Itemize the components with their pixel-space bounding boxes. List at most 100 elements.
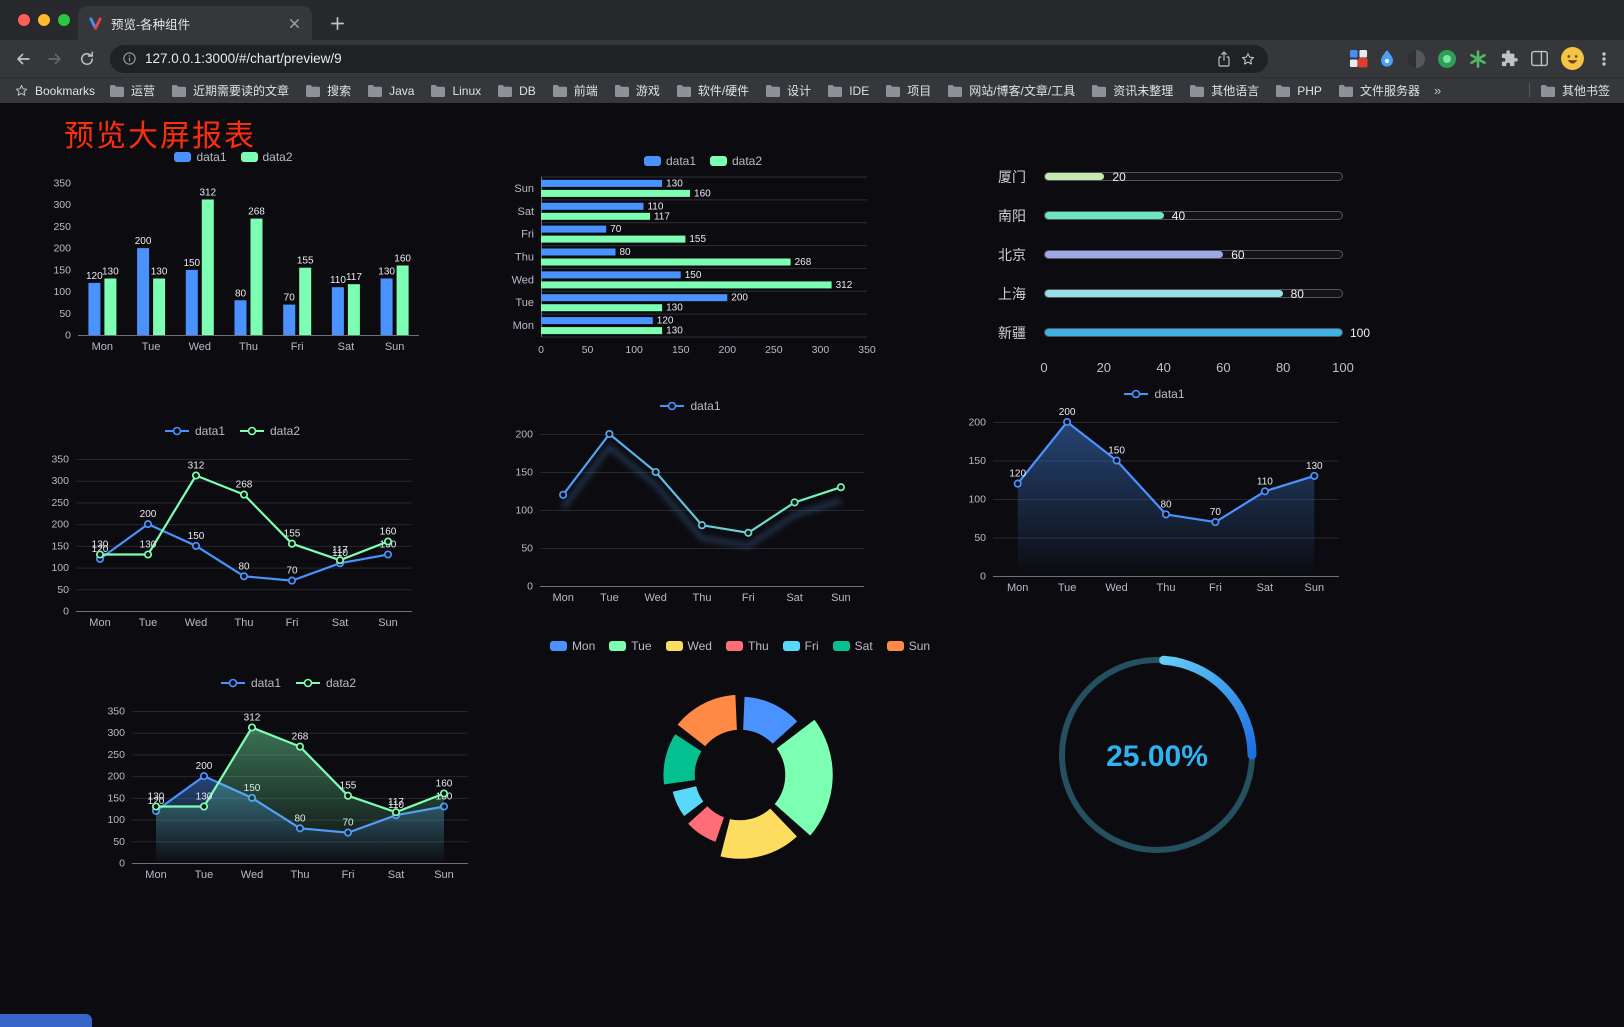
legend-marker [710,156,727,166]
bookmark-item[interactable]: 文件服务器 [1338,82,1420,99]
legend-label: Fri [804,639,819,653]
bookmark-label: 游戏 [635,84,660,98]
bookmark-item[interactable]: 设计 [765,82,811,99]
chart-legend: data1 data2 [36,421,428,441]
svg-text:160: 160 [394,254,411,265]
bookmark-item[interactable]: IDE [827,84,869,98]
svg-text:300: 300 [107,727,125,739]
bookmark-item[interactable]: 游戏 [614,82,660,99]
svg-text:130: 130 [92,540,109,551]
tab-close-icon[interactable] [287,16,302,31]
extension-translate-icon[interactable] [1349,49,1368,68]
legend-item[interactable]: data1 [164,424,225,438]
zoom-window-button[interactable] [58,14,70,26]
minimize-window-button[interactable] [38,14,50,26]
bookmark-item[interactable]: Linux [430,84,481,98]
side-panel-icon[interactable] [1530,50,1549,67]
new-tab-button[interactable] [324,10,350,36]
profile-avatar[interactable] [1560,46,1585,71]
legend-item[interactable]: data2 [240,150,293,164]
legend-item[interactable]: data1 [1123,387,1185,401]
bookmark-item[interactable]: DB [497,84,536,98]
bookmark-label: 项目 [907,84,932,98]
svg-text:110: 110 [647,201,663,212]
legend-item[interactable]: Fri [782,639,819,653]
svg-text:Thu: Thu [515,252,534,264]
svg-text:Thu: Thu [235,617,254,629]
bookmark-item[interactable]: 运营 [109,82,155,99]
legend-item[interactable]: Sun [886,639,930,653]
folder-icon [1276,84,1291,97]
bookmark-item[interactable]: 项目 [885,82,931,99]
legend-item[interactable]: data2 [710,154,762,168]
browser-tab[interactable]: 预览-各种组件 [78,6,312,40]
legend-item[interactable]: data1 [643,154,696,168]
legend-item[interactable]: data1 [659,399,721,413]
legend-item[interactable]: Tue [609,639,652,653]
bookmark-item[interactable]: Java [367,84,414,98]
legend-label: Thu [747,639,769,653]
address-bar[interactable]: 127.0.0.1:3000/#/chart/preview/9 [110,44,1268,73]
page-info-icon[interactable] [122,51,137,66]
svg-text:100: 100 [51,562,69,574]
legend-item[interactable]: Wed [665,639,712,653]
progress-track: 40 [1044,209,1343,223]
bookmark-label: DB [519,83,536,98]
back-button[interactable] [8,45,38,73]
legend-item[interactable]: Thu [725,639,769,653]
extension-drop-icon[interactable] [1379,49,1395,69]
area-line-chart: data1 0 50 100 150 200 Mon Tue Wed Thu Fri Sat Sun 12… [953,384,1355,603]
bookmark-item[interactable]: PHP [1275,84,1322,98]
svg-text:250: 250 [53,221,71,233]
svg-text:155: 155 [689,234,706,245]
legend-item[interactable]: data2 [295,676,356,690]
svg-text:Sat: Sat [388,869,405,881]
extensions-puzzle-icon[interactable] [1499,49,1519,69]
bookmark-item[interactable]: 其他语言 [1189,82,1259,99]
progress-fill [1045,251,1224,258]
legend-item[interactable]: data1 [174,150,227,164]
menu-kebab-icon[interactable] [1596,50,1612,68]
progress-label: 新疆 [998,324,1026,341]
bookmark-item[interactable]: 软件/硬件 [676,82,749,99]
legend-marker [296,678,320,688]
forward-button[interactable] [40,45,70,73]
bookmark-item[interactable]: 前端 [552,82,598,99]
bookmark-item[interactable]: 搜索 [305,82,351,99]
bookmarks-overflow-chevron[interactable]: » [1433,83,1442,98]
axis-tick-label: 100 [1332,360,1354,375]
other-bookmarks[interactable]: 其他书签 [1540,82,1610,99]
extension-green-circle-icon[interactable] [1437,49,1457,69]
progress-row: 北京 60 [998,235,1343,274]
svg-text:155: 155 [340,781,357,792]
legend-item[interactable]: Mon [549,639,595,653]
extension-dark-mode-icon[interactable] [1406,49,1426,69]
legend-item[interactable]: data1 [220,676,281,690]
svg-text:Mon: Mon [552,592,573,604]
folder-icon [886,84,901,97]
svg-text:268: 268 [236,480,253,491]
legend-label: data1 [194,424,225,438]
legend-item[interactable]: data2 [239,424,300,438]
svg-text:117: 117 [346,272,362,283]
progress-fill [1045,290,1283,297]
folder-icon [306,84,321,97]
share-icon[interactable] [1216,50,1232,68]
svg-text:200: 200 [719,344,737,356]
bookmark-item[interactable]: 近期需要读的文章 [171,82,289,99]
axis-tick-label: 60 [1216,360,1231,375]
close-window-button[interactable] [18,14,30,26]
bookmark-item[interactable]: 资讯未整理 [1091,82,1173,99]
svg-text:Fri: Fri [342,869,355,881]
reload-button[interactable] [72,45,102,73]
bookmarks-manager[interactable]: Bookmarks [14,83,95,98]
bookmark-item[interactable]: 网站/博客/文章/工具 [947,82,1075,99]
extension-star-icon[interactable] [1468,49,1488,69]
legend-label: data2 [732,154,763,168]
legend-item[interactable]: Sat [832,639,873,653]
progress-fill [1045,212,1164,219]
svg-text:100: 100 [515,505,533,517]
bookmark-star-icon[interactable] [1240,51,1256,67]
progress-fill [1045,173,1105,180]
svg-text:80: 80 [235,288,247,299]
